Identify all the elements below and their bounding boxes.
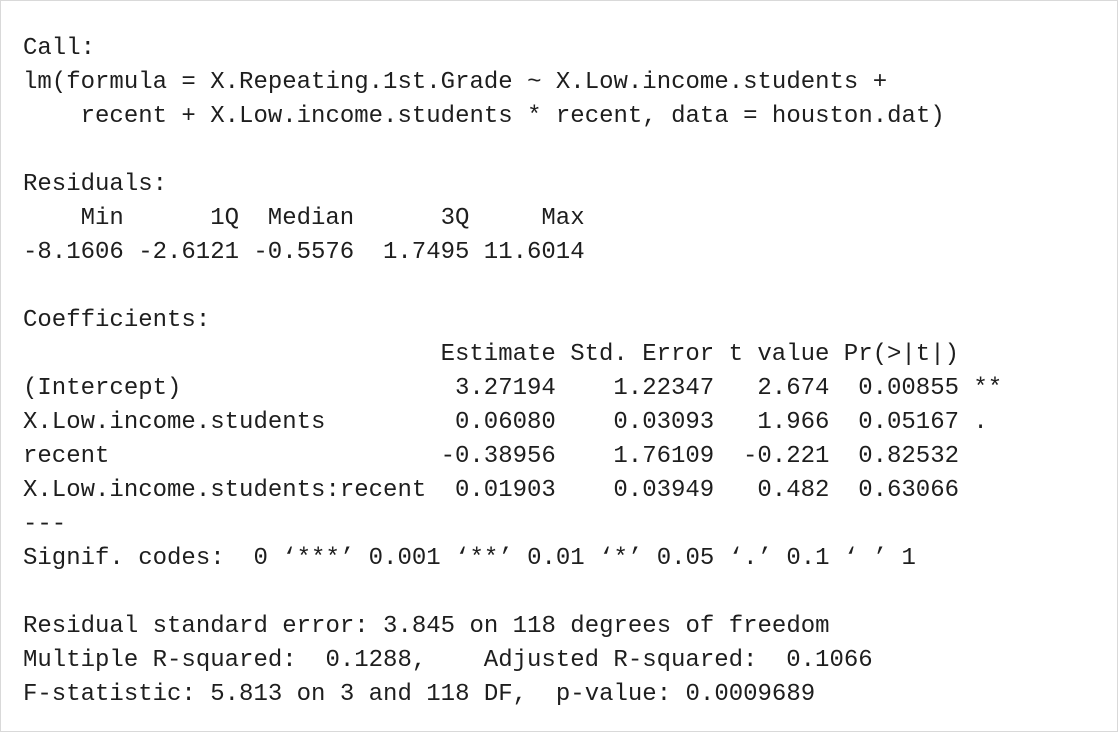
summary-line: Residual standard error: 3.845 on 118 de… — [23, 613, 830, 640]
coef-cell: 0.63066 — [858, 477, 960, 504]
section-label: Coefficients: — [23, 307, 211, 334]
summary-line: F-statistic: 5.813 on 3 and 118 DF, p-va… — [23, 681, 816, 708]
coef-cell: 0.03949 — [613, 477, 715, 504]
column-header: Estimate — [440, 341, 556, 368]
column-header: Pr(>|t|) — [843, 341, 960, 368]
coef-name: (Intercept) — [23, 375, 182, 402]
signif-stars: ** — [973, 375, 1003, 402]
call-formula: recent + X.Low.income.students * recent,… — [23, 103, 945, 130]
call-formula: lm(formula = X.Repeating.1st.Grade ~ X.L… — [23, 69, 888, 96]
coef-cell: 3.27194 — [455, 375, 556, 402]
column-header: t value — [728, 341, 830, 368]
separator: --- — [23, 511, 67, 538]
coef-cell: 0.82532 — [858, 443, 960, 470]
section-label: Call: — [23, 35, 96, 62]
coef-cell: 1.76109 — [613, 443, 715, 470]
coef-cell: 0.05167 — [858, 409, 960, 436]
coef-name: recent — [23, 443, 110, 470]
coef-cell: 0.01903 — [455, 477, 556, 504]
residual-value: -2.6121 — [138, 239, 240, 266]
residual-header: Min — [80, 205, 124, 232]
coef-cell: 1.966 — [757, 409, 830, 436]
residual-header: 1Q — [210, 205, 239, 232]
coef-name: X.Low.income.students — [23, 409, 326, 436]
residual-value: 1.7495 — [383, 239, 470, 266]
coef-name: X.Low.income.students:recent — [23, 477, 427, 504]
summary-line: Multiple R-squared: 0.1288, — [23, 647, 427, 674]
summary-line: Adjusted R-squared: 0.1066 — [483, 647, 873, 674]
residual-header: Max — [541, 205, 585, 232]
coef-cell: 1.22347 — [613, 375, 715, 402]
coef-cell: 0.06080 — [455, 409, 556, 436]
residual-header: 3Q — [440, 205, 470, 232]
section-label: Residuals: — [23, 171, 168, 198]
residual-value: -0.5576 — [253, 239, 355, 266]
column-header: Std. Error — [570, 341, 715, 368]
residual-value: -8.1606 — [23, 239, 124, 266]
coef-cell: -0.38956 — [440, 443, 556, 470]
signif-codes: Signif. codes: 0 ‘***’ 0.001 ‘**’ 0.01 ‘… — [23, 545, 916, 572]
coef-cell: 2.674 — [757, 375, 830, 402]
residual-value: 11.6014 — [483, 239, 585, 266]
coef-cell: 0.482 — [757, 477, 830, 504]
coef-cell: 0.00855 — [858, 375, 960, 402]
coef-cell: -0.221 — [743, 443, 830, 470]
coef-cell: 0.03093 — [613, 409, 715, 436]
residual-header: Median — [267, 205, 355, 232]
signif-stars: . — [973, 409, 988, 436]
